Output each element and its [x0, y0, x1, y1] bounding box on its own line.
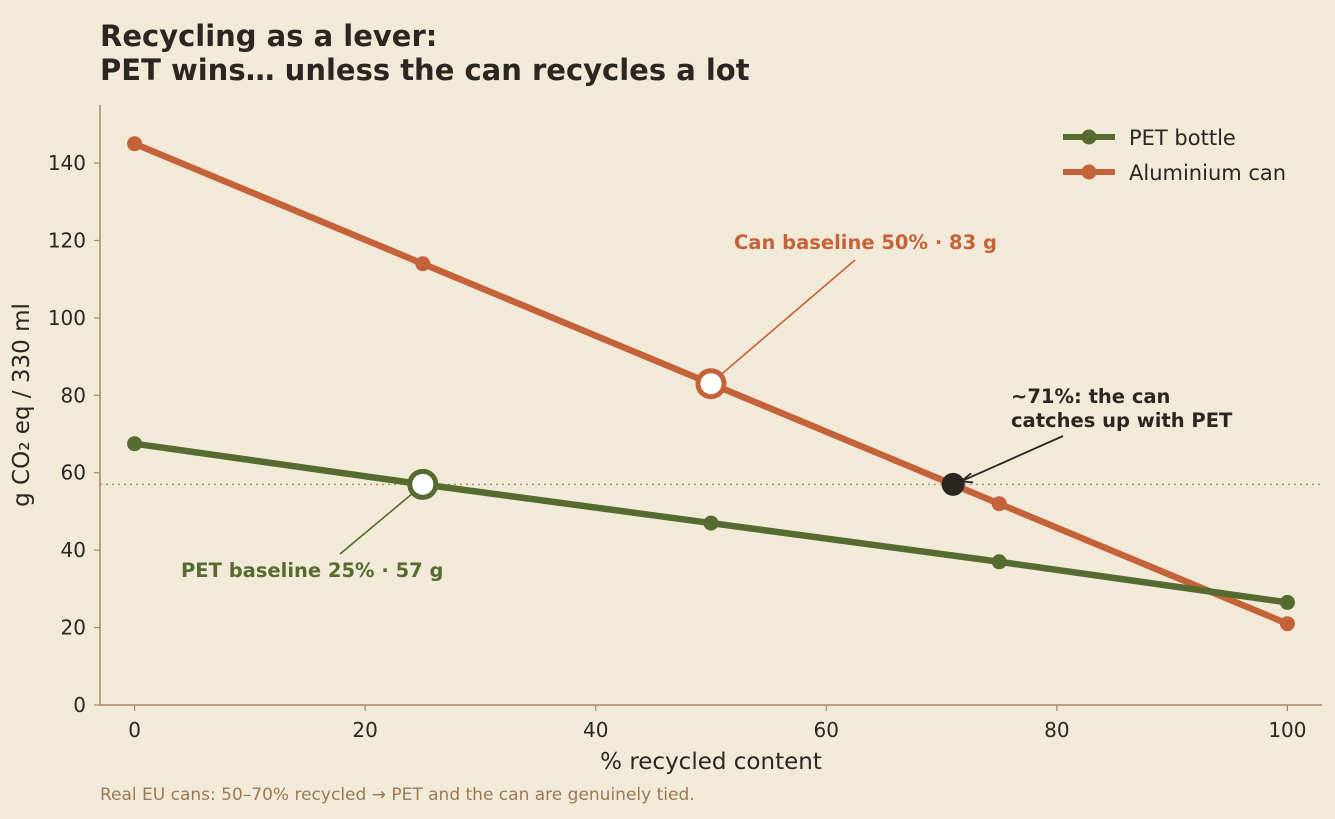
- annotation-leader-crossover: [960, 435, 1064, 483]
- baseline-marker-pet-bottle: [407, 468, 439, 500]
- x-tick-label: 100: [1268, 718, 1306, 742]
- y-tick-label: 80: [61, 383, 86, 407]
- y-tick-label: 0: [73, 693, 86, 717]
- y-tick-label: 120: [48, 228, 86, 252]
- x-tick-label: 20: [352, 718, 377, 742]
- data-point-pet-bottle: [127, 436, 143, 452]
- legend: PET bottle Aluminium can: [1063, 126, 1286, 185]
- y-tick-label: 20: [61, 616, 86, 640]
- data-point-aluminium-can: [127, 136, 143, 152]
- y-tick-label: 60: [61, 461, 86, 485]
- data-point-pet-bottle: [991, 554, 1007, 570]
- crossover-marker: [941, 472, 965, 496]
- legend-label-can: Aluminium can: [1129, 161, 1286, 185]
- x-axis-label: % recycled content: [600, 749, 822, 775]
- y-axis-label: g CO₂ eq / 330 ml: [9, 303, 35, 507]
- legend-marker-can: [1081, 164, 1097, 180]
- annotation-can-baseline: Can baseline 50% · 83 g: [734, 231, 997, 254]
- chart-title-line2: PET wins… unless the can recycles a lot: [100, 53, 750, 87]
- x-ticks: 0 20 40 60 80 100: [128, 705, 1307, 742]
- annotation-crossover-line1: ~71%: the can: [1011, 385, 1170, 408]
- x-tick-label: 60: [814, 718, 839, 742]
- data-point-aluminium-can: [991, 496, 1007, 512]
- y-tick-label: 140: [48, 151, 86, 175]
- y-ticks: 0 20 40 60 80 100 120 140: [48, 151, 100, 717]
- legend-marker-pet: [1081, 129, 1097, 145]
- annotation-leader-can: [714, 259, 856, 381]
- data-point-aluminium-can: [1279, 616, 1295, 632]
- highlight-layer: [407, 368, 965, 500]
- chart-title-line1: Recycling as a lever:: [100, 19, 437, 53]
- y-tick-label: 40: [61, 538, 86, 562]
- footnote: Real EU cans: 50–70% recycled → PET and …: [100, 785, 695, 805]
- x-tick-label: 40: [583, 718, 608, 742]
- baseline-marker-aluminium-can: [695, 368, 727, 400]
- annotation-leader-pet: [339, 486, 421, 555]
- data-point-pet-bottle: [1279, 594, 1295, 610]
- legend-label-pet: PET bottle: [1129, 126, 1236, 150]
- annotation-crossover-line2: catches up with PET: [1011, 409, 1233, 432]
- annotation-pet-baseline: PET baseline 25% · 57 g: [181, 559, 443, 582]
- x-tick-label: 80: [1044, 718, 1069, 742]
- data-point-pet-bottle: [703, 515, 719, 531]
- x-tick-label: 0: [128, 718, 141, 742]
- data-point-aluminium-can: [415, 256, 431, 272]
- y-tick-label: 100: [48, 306, 86, 330]
